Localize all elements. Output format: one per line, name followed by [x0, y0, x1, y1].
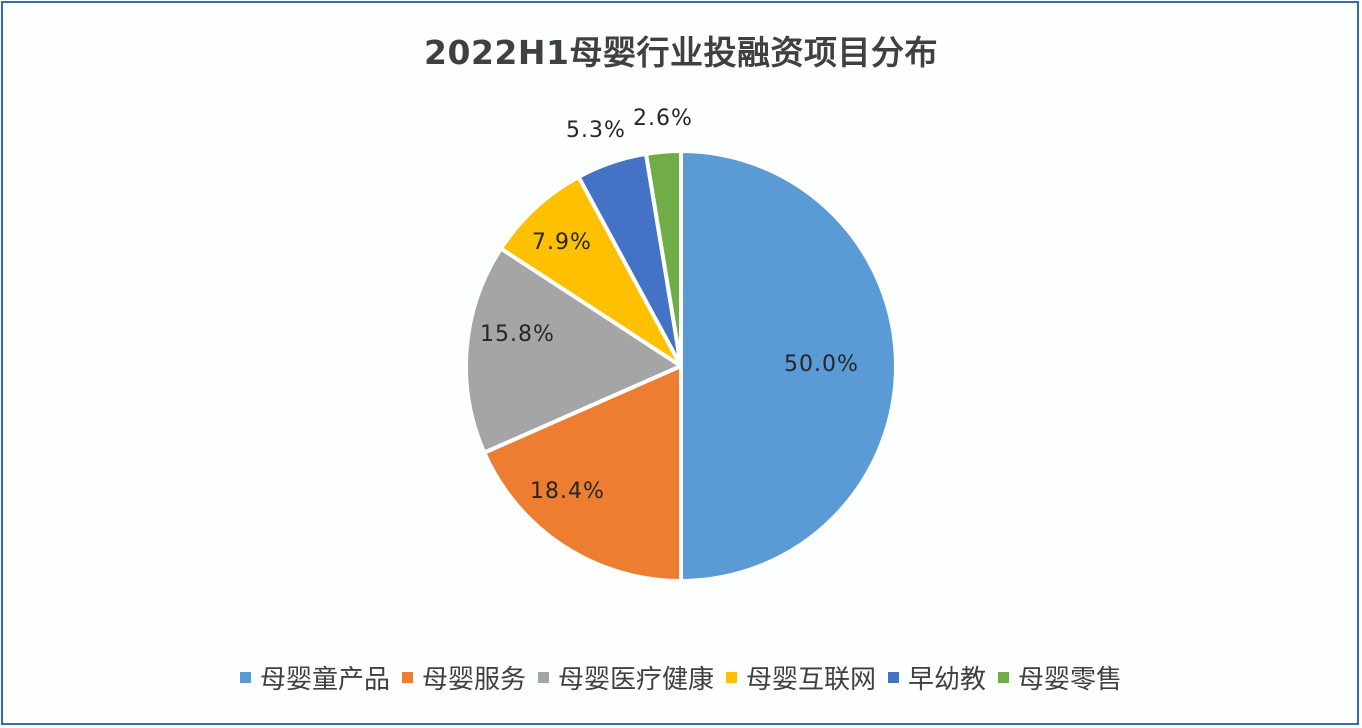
legend-label: 母婴零售	[1018, 665, 1123, 695]
legend-swatch	[537, 672, 549, 683]
pie-slice	[464, 246, 683, 455]
legend-item-internet: 母婴互联网	[726, 659, 876, 696]
legend-swatch	[401, 672, 413, 683]
legend-swatch	[998, 672, 1010, 683]
slice-label-children-products: 50.0%	[784, 352, 859, 377]
legend-label: 母婴医疗健康	[557, 665, 714, 695]
legend-label: 母婴服务	[421, 665, 526, 695]
pie-slice	[498, 174, 683, 368]
pie-slice	[644, 149, 683, 368]
legend: 母婴童产品 母婴服务 母婴医疗健康 母婴互联网 早幼教 母婴零售	[0, 659, 1362, 696]
legend-swatch	[888, 672, 900, 683]
slice-label-retail: 2.6%	[633, 106, 693, 131]
legend-item-early-education: 早幼教	[888, 659, 986, 696]
legend-item-retail: 母婴零售	[998, 659, 1122, 696]
pie-slice	[679, 149, 898, 583]
legend-item-healthcare: 母婴医疗健康	[537, 659, 714, 696]
legend-item-children-products: 母婴童产品	[239, 659, 390, 696]
legend-swatch	[726, 672, 737, 683]
chart-title: 2022H1母婴行业投融资项目分布	[424, 33, 938, 72]
slice-label-early-education: 5.3%	[566, 118, 626, 143]
legend-label: 母婴童产品	[259, 665, 390, 695]
legend-label: 早幼教	[908, 665, 987, 695]
legend-swatch	[239, 672, 251, 683]
slice-label-healthcare: 15.8%	[480, 322, 555, 347]
pie-slice	[482, 364, 683, 583]
slice-label-services: 18.4%	[530, 479, 605, 504]
slice-label-internet: 7.9%	[532, 230, 592, 255]
legend-label: 母婴互联网	[746, 665, 877, 695]
legend-item-services: 母婴服务	[401, 659, 526, 696]
